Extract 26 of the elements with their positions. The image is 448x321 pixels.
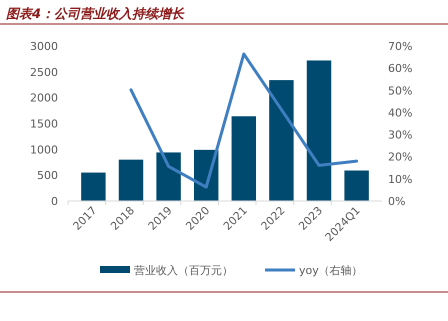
y-tick-label: 0 xyxy=(51,195,58,208)
y2-tick-label: 10% xyxy=(388,172,412,186)
line-series xyxy=(129,52,358,189)
bar xyxy=(232,116,256,201)
legend-label: yoy（右轴） xyxy=(299,264,363,277)
y2-tick-label: 50% xyxy=(388,84,412,98)
y-tick-label: 1500 xyxy=(30,118,58,130)
legend-label: 营业收入（百万元） xyxy=(134,264,233,277)
y2-tick-label: 70% xyxy=(388,40,412,53)
y2-tick-label: 30% xyxy=(388,128,412,142)
y2-tick-label: 40% xyxy=(388,106,412,120)
chart-title: 图表4：公司营业收入持续增长 xyxy=(6,6,186,22)
bar xyxy=(156,152,181,201)
bar xyxy=(118,160,144,201)
y-tick-label: 1000 xyxy=(30,143,58,156)
y2-tick-label: 20% xyxy=(388,150,412,164)
y-tick-label: 500 xyxy=(37,169,58,182)
bar xyxy=(269,80,294,201)
bar xyxy=(81,172,106,201)
bar xyxy=(344,170,369,201)
y2-tick-label: 0% xyxy=(388,195,406,208)
bar xyxy=(306,60,332,201)
y-tick-label: 3000 xyxy=(30,40,58,53)
y-tick-label: 2000 xyxy=(30,92,58,105)
y2-tick-label: 60% xyxy=(388,62,412,76)
y-tick-label: 2500 xyxy=(30,66,58,79)
